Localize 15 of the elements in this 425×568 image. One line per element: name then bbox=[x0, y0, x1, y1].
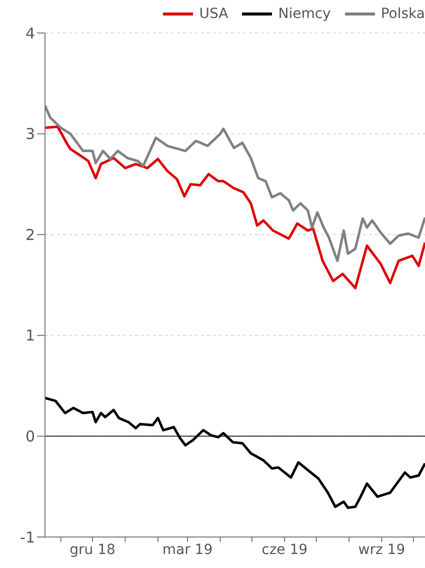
x-tick-label: wrz 19 bbox=[358, 542, 406, 558]
y-tick-label: 0 bbox=[25, 428, 35, 446]
y-tick-label: 4 bbox=[25, 24, 35, 42]
y-tick-label: 1 bbox=[25, 326, 35, 345]
y-tick-label: -1 bbox=[20, 528, 35, 546]
legend-label: USA bbox=[199, 6, 228, 22]
line-series bbox=[45, 396, 425, 510]
line-series bbox=[45, 125, 425, 290]
x-tick-label: cze 19 bbox=[262, 542, 308, 558]
y-tick-label: 2 bbox=[25, 226, 35, 244]
legend-label: Niemcy bbox=[278, 6, 331, 22]
x-tick-label: gru 18 bbox=[70, 542, 116, 558]
y-tick-label: 3 bbox=[25, 125, 35, 144]
x-tick-label: mar 19 bbox=[162, 542, 213, 558]
legend-label: Polska bbox=[380, 6, 425, 22]
